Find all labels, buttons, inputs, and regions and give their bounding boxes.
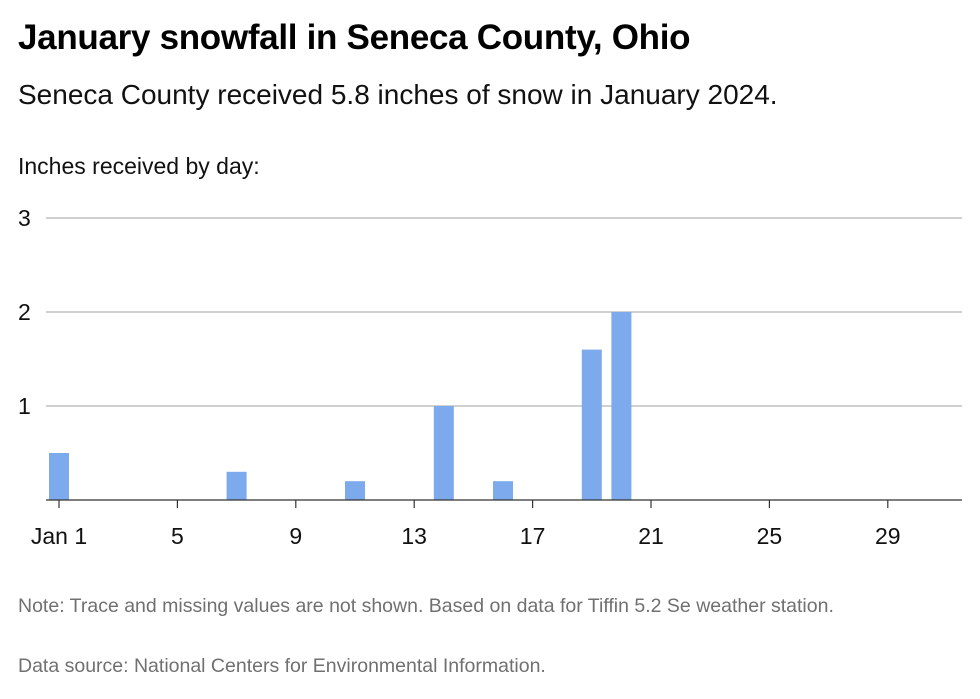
bar-jan-1	[49, 453, 69, 500]
y-tick-label: 1	[18, 393, 31, 419]
chart-subtitle: Seneca County received 5.8 inches of sno…	[18, 79, 778, 110]
x-tick-label: 21	[638, 523, 664, 549]
chart-title: January snowfall in Seneca County, Ohio	[18, 18, 691, 57]
x-tick-label: 5	[171, 523, 184, 549]
axes: 1 2 3 Jan 1 5 9 13 17 21 25 29	[18, 205, 962, 549]
x-tick-label: 13	[401, 523, 427, 549]
y-tick-label: 3	[18, 205, 31, 231]
chart-note: Note: Trace and missing values are not s…	[18, 595, 834, 617]
gridlines	[46, 217, 962, 407]
bar-chart-plot: 1 2 3 Jan 1 5 9 13 17 21 25 29	[18, 205, 962, 549]
bar-jan-14	[433, 406, 454, 500]
x-tick-label: 9	[289, 523, 302, 549]
bars	[49, 312, 632, 500]
y-axis-label: Inches received by day:	[18, 153, 260, 179]
x-tick-label: 25	[757, 523, 783, 549]
y-tick-label: 2	[18, 299, 31, 325]
bar-jan-11	[345, 481, 365, 500]
bar-jan-16	[493, 481, 513, 500]
bar-jan-20	[611, 312, 632, 500]
x-tick-label: 17	[520, 523, 546, 549]
x-tick-label: 29	[875, 523, 901, 549]
x-tick-label: Jan 1	[31, 523, 87, 549]
bar-jan-19	[581, 349, 602, 500]
bar-jan-7	[226, 471, 247, 500]
data-source: Data source: National Centers for Enviro…	[18, 655, 546, 677]
